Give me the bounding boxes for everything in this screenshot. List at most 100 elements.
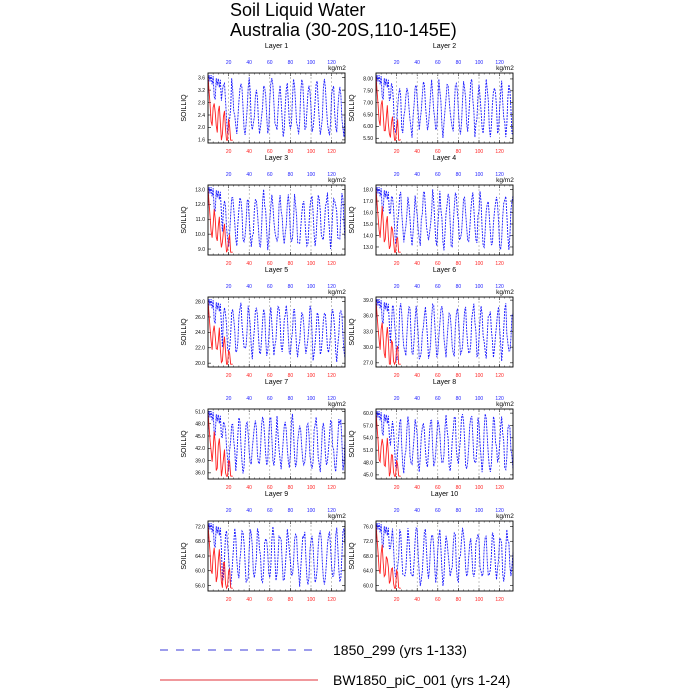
top-tick-label: 100 — [475, 508, 484, 514]
bottom-tick-label: 20 — [394, 597, 400, 603]
bottom-tick-label: 100 — [475, 149, 484, 155]
bottom-tick-label: 40 — [246, 149, 252, 155]
y-axis-label: SOILLIQ — [349, 206, 356, 234]
top-tick-label: 120 — [327, 60, 336, 66]
y-tick-label: 28.0 — [195, 299, 205, 305]
top-tick-label: 40 — [414, 60, 420, 66]
top-tick-label: 20 — [226, 396, 232, 402]
y-axis-label: SOILLIQ — [349, 430, 356, 458]
y-tick-label: 24.0 — [195, 330, 205, 336]
y-axis-label: SOILLIQ — [349, 318, 356, 346]
panel-units: kg/m2 — [496, 65, 514, 72]
top-tick-label: 60 — [267, 396, 273, 402]
top-tick-label: 120 — [327, 508, 336, 514]
top-tick-label: 80 — [288, 396, 294, 402]
top-tick-label: 120 — [495, 396, 504, 402]
top-tick-label: 60 — [435, 396, 441, 402]
top-tick-label: 120 — [327, 284, 336, 290]
bottom-tick-label: 120 — [327, 485, 336, 491]
series-BW1850_piC_001 — [207, 188, 233, 253]
panel-title: Layer 8 — [433, 379, 456, 386]
bottom-tick-label: 80 — [288, 149, 294, 155]
plot-frame — [375, 520, 514, 592]
figure-title-line2: Australia (30-20S,110-145E) — [230, 20, 457, 40]
bottom-tick-label: 20 — [226, 597, 232, 603]
legend-label-2: BW1850_piC_001 (yrs 1-24) — [333, 672, 510, 688]
bottom-tick-label: 100 — [475, 261, 484, 267]
y-tick-label: 72.0 — [195, 524, 205, 530]
y-tick-label: 9.0 — [198, 247, 205, 253]
y-tick-label: 14.0 — [363, 233, 373, 239]
panel-7: Layer 7 kg/m2 20 40 60 80 100 120 20 40 60 80 100 120… — [181, 379, 346, 491]
panel-units: kg/m2 — [328, 513, 346, 520]
top-tick-label: 80 — [456, 284, 462, 290]
panel-8: Layer 8 kg/m2 20 40 60 80 100 120 20 40 60 80 100 120… — [349, 379, 514, 491]
top-tick-label: 40 — [246, 508, 252, 514]
y-tick-label: 51.0 — [363, 448, 373, 454]
y-tick-label: 68.0 — [363, 554, 373, 560]
y-axis-label: SOILLIQ — [181, 318, 188, 346]
bottom-tick-label: 80 — [288, 485, 294, 491]
bottom-tick-label: 120 — [495, 149, 504, 155]
top-tick-label: 40 — [246, 60, 252, 66]
top-tick-label: 80 — [288, 60, 294, 66]
bottom-tick-label: 20 — [226, 149, 232, 155]
top-tick-label: 20 — [394, 172, 400, 178]
y-tick-label: 64.0 — [363, 569, 373, 575]
panel-title: Layer 1 — [265, 43, 288, 50]
legend: 1850_299 (yrs 1-133) BW1850_piC_001 (yrs … — [160, 642, 510, 688]
plot-frame — [375, 72, 514, 144]
top-tick-label: 20 — [226, 172, 232, 178]
top-tick-label: 60 — [267, 60, 273, 66]
y-tick-label: 10.0 — [195, 232, 205, 238]
y-tick-label: 27.0 — [363, 361, 373, 367]
series-BW1850_piC_001 — [375, 188, 401, 253]
top-tick-label: 20 — [394, 508, 400, 514]
y-tick-label: 72.0 — [363, 539, 373, 545]
y-tick-label: 60.0 — [195, 569, 205, 575]
plot-frame — [207, 408, 346, 480]
bottom-tick-label: 80 — [456, 149, 462, 155]
top-tick-label: 20 — [394, 396, 400, 402]
top-tick-label: 40 — [246, 396, 252, 402]
plot-frame — [207, 520, 346, 592]
bottom-tick-label: 40 — [246, 261, 252, 267]
bottom-tick-label: 80 — [456, 261, 462, 267]
top-tick-label: 40 — [246, 284, 252, 290]
legend-label-1: 1850_299 (yrs 1-133) — [333, 642, 467, 658]
panel-units: kg/m2 — [328, 401, 346, 408]
y-tick-label: 2.4 — [198, 113, 205, 119]
y-tick-label: 42.0 — [195, 446, 205, 452]
panel-3: Layer 3 kg/m2 20 40 60 80 100 120 20 40 60 80 100 120… — [181, 155, 346, 267]
series-BW1850_piC_001 — [207, 76, 233, 141]
bottom-tick-label: 120 — [327, 261, 336, 267]
y-tick-label: 1.6 — [198, 138, 205, 144]
top-tick-label: 20 — [226, 284, 232, 290]
top-tick-label: 40 — [414, 508, 420, 514]
top-tick-label: 60 — [435, 172, 441, 178]
bottom-tick-label: 80 — [288, 597, 294, 603]
series-BW1850_piC_001 — [207, 412, 233, 477]
top-tick-label: 80 — [456, 60, 462, 66]
y-tick-label: 36.0 — [195, 471, 205, 477]
y-tick-label: 48.0 — [195, 422, 205, 428]
bottom-tick-label: 60 — [435, 261, 441, 267]
panel-4: Layer 4 kg/m2 20 40 60 80 100 120 20 40 60 80 100 120… — [349, 155, 514, 267]
bottom-tick-label: 120 — [495, 261, 504, 267]
bottom-tick-label: 40 — [414, 597, 420, 603]
y-tick-label: 13.0 — [363, 245, 373, 251]
bottom-tick-label: 60 — [435, 373, 441, 379]
y-tick-label: 60.0 — [363, 411, 373, 417]
bottom-tick-label: 60 — [267, 373, 273, 379]
y-axis-label: SOILLIQ — [349, 542, 356, 570]
y-tick-label: 20.0 — [195, 361, 205, 367]
y-tick-label: 48.0 — [363, 460, 373, 466]
bottom-tick-label: 60 — [267, 597, 273, 603]
bottom-tick-label: 120 — [495, 485, 504, 491]
series-BW1850_piC_001 — [207, 524, 233, 590]
top-tick-label: 80 — [456, 172, 462, 178]
y-tick-label: 3.2 — [198, 88, 205, 94]
panel-units: kg/m2 — [328, 289, 346, 296]
panel-units: kg/m2 — [496, 401, 514, 408]
panel-1: Layer 1 kg/m2 20 40 60 80 100 120 20 40 60 80 100 120… — [181, 43, 346, 155]
